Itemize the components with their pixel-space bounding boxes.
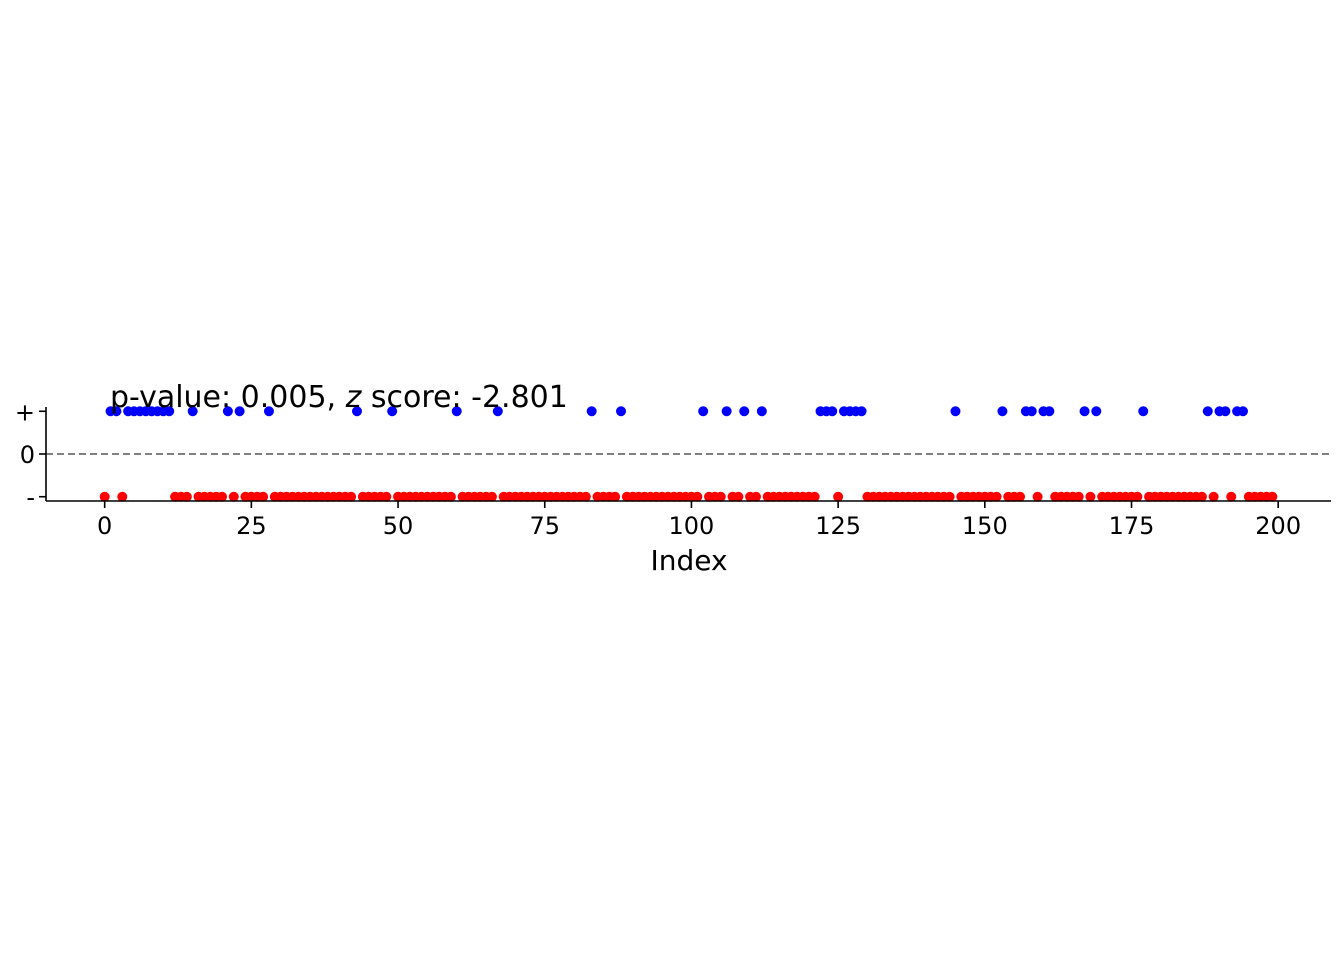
negative-point: [228, 491, 239, 502]
negative-point: [486, 491, 497, 502]
negative-point: [1015, 491, 1026, 502]
x-axis-title: Index: [650, 544, 727, 577]
negative-point: [1196, 491, 1207, 502]
positive-point: [616, 406, 627, 417]
positive-point: [950, 406, 961, 417]
negative-point: [1073, 491, 1084, 502]
annotation-prefix: p-value: 0.005,: [110, 380, 346, 415]
x-tick-label: 150: [962, 512, 1008, 540]
positive-point: [739, 406, 750, 417]
y-tick-label: -: [26, 484, 35, 512]
negative-point: [181, 491, 192, 502]
x-tick-label: 25: [236, 512, 267, 540]
p-value-annotation: p-value: 0.005, z score: -2.801: [110, 380, 568, 415]
negative-point: [692, 491, 703, 502]
negative-point: [750, 491, 761, 502]
annotation-z: z: [345, 380, 363, 415]
negative-point: [1085, 491, 1096, 502]
positive-point: [756, 406, 767, 417]
negative-point: [217, 491, 228, 502]
x-tick-label: 50: [383, 512, 414, 540]
y-tick-label: 0: [20, 441, 35, 469]
positive-point: [856, 406, 867, 417]
negative-point: [1032, 491, 1043, 502]
positive-point: [164, 406, 175, 417]
negative-point: [1226, 491, 1237, 502]
negative-point: [117, 491, 128, 502]
positive-point: [721, 406, 732, 417]
positive-point: [387, 406, 398, 417]
negative-point: [1132, 491, 1143, 502]
positive-point: [1202, 406, 1213, 417]
points-group: [99, 406, 1278, 502]
positive-point: [1220, 406, 1231, 417]
negative-point: [733, 491, 744, 502]
negative-point: [258, 491, 269, 502]
positive-point: [222, 406, 233, 417]
positive-point: [492, 406, 503, 417]
positive-point: [1044, 406, 1055, 417]
negative-point: [346, 491, 357, 502]
negative-point: [610, 491, 621, 502]
positive-point: [1138, 406, 1149, 417]
x-tick-label: 100: [669, 512, 715, 540]
x-tick-label: 200: [1255, 512, 1301, 540]
annotation-suffix: score: -2.801: [361, 380, 568, 415]
y-tick-label: +: [15, 398, 35, 426]
x-axis: 0 25 50 75 100 125 150 175 200: [46, 500, 1331, 540]
positive-point: [451, 406, 462, 417]
negative-point: [99, 491, 110, 502]
positive-point: [586, 406, 597, 417]
negative-point: [991, 491, 1002, 502]
positive-point: [263, 406, 274, 417]
negative-point: [1267, 491, 1278, 502]
positive-point: [827, 406, 838, 417]
x-tick-label: 75: [529, 512, 560, 540]
positive-point: [111, 406, 122, 417]
positive-point: [234, 406, 245, 417]
positive-point: [1079, 406, 1090, 417]
x-tick-label: 125: [815, 512, 861, 540]
positive-point: [351, 406, 362, 417]
negative-point: [809, 491, 820, 502]
x-tick-label: 175: [1109, 512, 1155, 540]
negative-point: [944, 491, 955, 502]
positive-point: [1091, 406, 1102, 417]
negative-point: [580, 491, 591, 502]
negative-point: [381, 491, 392, 502]
positive-point: [1237, 406, 1248, 417]
negative-point: [715, 491, 726, 502]
negative-point: [833, 491, 844, 502]
negative-point: [1208, 491, 1219, 502]
positive-point: [997, 406, 1008, 417]
x-tick-label: 0: [97, 512, 112, 540]
positive-point: [1026, 406, 1037, 417]
negative-point: [445, 491, 456, 502]
positive-point: [698, 406, 709, 417]
y-axis: +0 -: [15, 398, 47, 512]
positive-point: [187, 406, 198, 417]
